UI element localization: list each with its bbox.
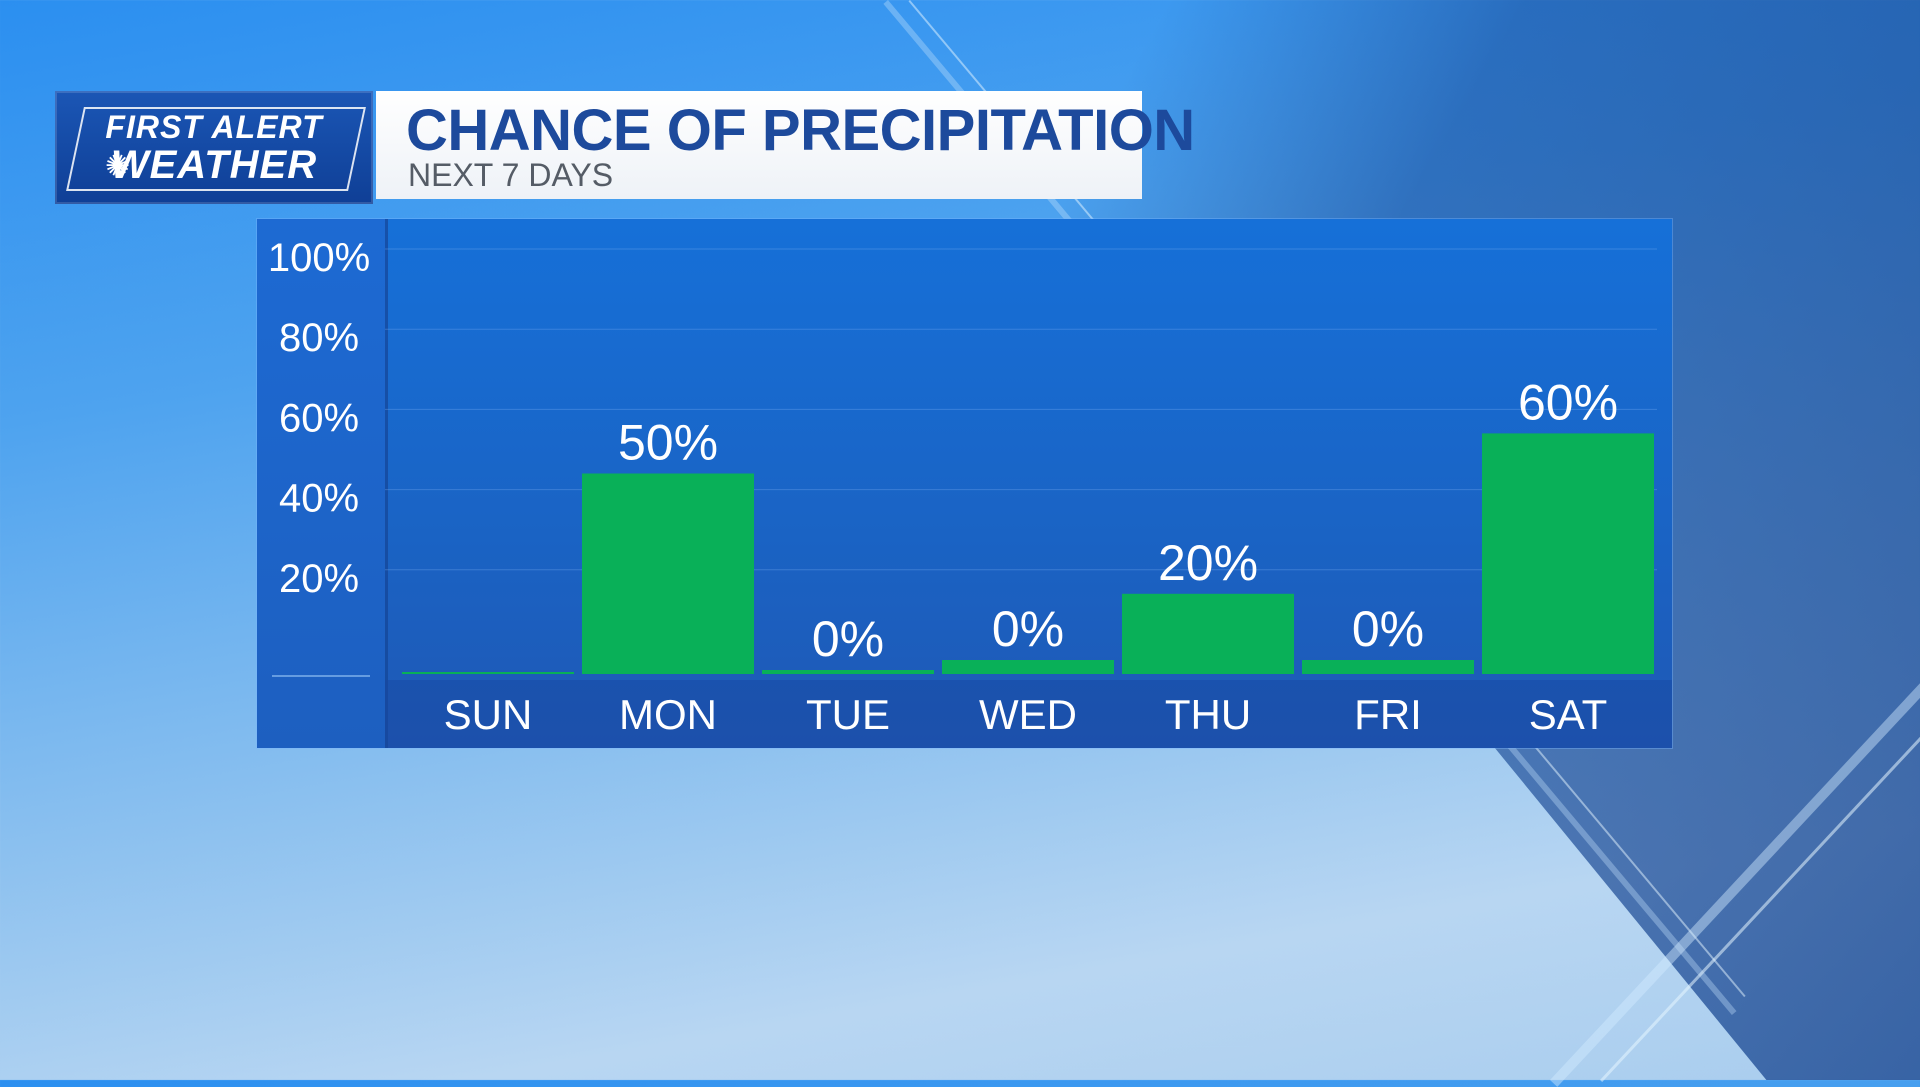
page-subtitle: NEXT 7 DAYS <box>408 157 614 193</box>
data-label-fri: 0% <box>1352 601 1424 657</box>
x-axis-band <box>385 680 1672 748</box>
bar-thu <box>1122 593 1294 674</box>
data-label-wed: 0% <box>992 601 1064 657</box>
bar-sat <box>1482 433 1654 674</box>
logo-line2: WEATHER <box>110 143 318 187</box>
bar-tue <box>762 670 934 674</box>
y-tick-label: 80% <box>279 316 359 360</box>
bar-fri <box>1302 660 1474 674</box>
x-tick-label-mon: MON <box>619 691 717 738</box>
x-tick-label-wed: WED <box>979 691 1077 738</box>
logo-line1: FIRST ALERT <box>105 109 323 145</box>
x-tick-label-tue: TUE <box>806 691 890 738</box>
x-tick-label-sat: SAT <box>1529 691 1608 738</box>
bar-mon <box>582 473 754 674</box>
bar-wed <box>942 660 1114 674</box>
x-tick-label-thu: THU <box>1165 691 1251 738</box>
y-tick-label: 60% <box>279 396 359 440</box>
first-alert-weather-logo: FIRST ALERT WEATHER ✺ <box>55 91 373 204</box>
y-tick-label: 100% <box>268 236 370 280</box>
chart-panel: 100% 80% 60% 40% 20% SUN 50% MON 0% TUE 0% WED 20% TH… <box>257 219 1672 748</box>
y-tick-label: 20% <box>279 557 359 601</box>
x-tick-label-sun: SUN <box>444 691 533 738</box>
nbc-peacock-icon: ✺ <box>105 150 131 183</box>
data-label-mon: 50% <box>618 415 718 471</box>
y-axis-column <box>257 219 388 748</box>
data-label-sat: 60% <box>1518 374 1618 430</box>
title-banner: CHANCE OF PRECIPITATION NEXT 7 DAYS <box>376 91 1195 199</box>
x-tick-label-fri: FRI <box>1354 691 1422 738</box>
y-tick-label: 40% <box>279 477 359 521</box>
precipitation-bar-chart: 100% 80% 60% 40% 20% SUN 50% MON 0% TUE 0% WED 20% TH… <box>268 236 1657 738</box>
data-label-thu: 20% <box>1158 535 1258 591</box>
data-label-tue: 0% <box>812 611 884 667</box>
page-title: CHANCE OF PRECIPITATION <box>406 98 1195 163</box>
bar-sun <box>402 672 574 674</box>
